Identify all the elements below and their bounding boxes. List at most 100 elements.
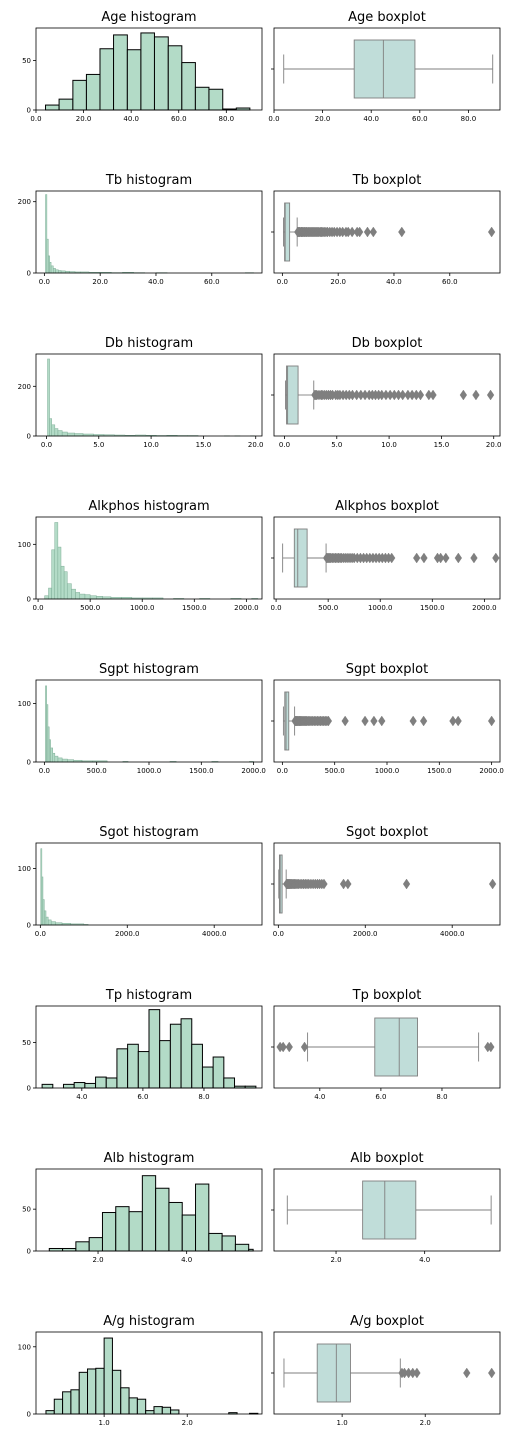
histogram-bar	[51, 549, 55, 600]
x-tick-label: 0.0	[268, 115, 279, 123]
histogram-bar	[87, 1368, 97, 1415]
histogram-bar	[208, 1232, 223, 1252]
x-tick-label: 1000.0	[368, 604, 393, 612]
histogram-bar	[61, 431, 68, 437]
histogram-bar	[54, 755, 59, 763]
histogram-bar	[195, 1183, 210, 1252]
panel-title: Alb boxplot	[350, 1151, 423, 1166]
iqr-box	[316, 1343, 351, 1403]
panel-title: A/g boxplot	[350, 1314, 424, 1329]
histogram-panel: Tb histogram 0 200 0.0 20.0 40.0 60.0	[18, 173, 263, 286]
axes-frame	[273, 842, 501, 926]
histogram-bar	[159, 1040, 171, 1089]
x-tick-label: 0.0	[39, 278, 50, 286]
outlier-point	[363, 226, 372, 238]
histogram-bar	[153, 36, 169, 111]
outlier-point	[488, 878, 497, 890]
panel-title: Db boxplot	[352, 336, 423, 351]
x-tick-label: 8.0	[436, 1093, 447, 1101]
boxplot-panel: Alb boxplot 2.0 4.0	[271, 1151, 501, 1264]
outlier-point	[470, 552, 478, 564]
histogram-bar	[99, 48, 115, 111]
histogram-bar	[47, 358, 50, 437]
x-tick-label: 500.0	[80, 604, 100, 612]
histogram-bar	[60, 565, 65, 600]
histogram-panel: Db histogram 0 200 0.0 5.0 10.0 15.0 20.0	[18, 336, 264, 449]
y-tick-label: 100	[18, 865, 31, 873]
histogram-bar	[62, 1391, 72, 1415]
outlier-point	[300, 1041, 309, 1053]
histogram-bar	[70, 1389, 80, 1415]
outlier-point	[472, 389, 480, 401]
axes-frame	[273, 1331, 501, 1415]
outlier-point	[429, 389, 437, 401]
axes-frame	[35, 353, 263, 437]
x-tick-label: 4.0	[76, 1093, 87, 1101]
x-tick-label: 2000.0	[241, 767, 266, 775]
x-tick-label: 0.0	[273, 930, 284, 938]
histogram-bar	[212, 1056, 225, 1089]
x-tick-label: 1500.0	[182, 604, 207, 612]
panel-title: Age histogram	[101, 10, 196, 25]
iqr-box	[284, 202, 291, 262]
histogram-bar	[50, 747, 53, 763]
histogram-bar	[128, 1397, 138, 1415]
histogram-bar	[50, 265, 54, 274]
x-tick-label: 1500.0	[189, 767, 214, 775]
x-tick-label: 15.0	[196, 441, 212, 449]
outlier-point	[285, 1041, 293, 1053]
histogram-bar	[113, 34, 128, 111]
histogram-bar	[223, 1077, 236, 1089]
x-tick-label: 40.0	[123, 115, 139, 123]
histogram-bar	[141, 1175, 157, 1252]
histogram-bar	[41, 1083, 54, 1089]
iqr-box	[278, 854, 283, 914]
histogram-bar	[48, 587, 52, 600]
boxplot-panel: Db boxplot 0.0 5.0 10.0 15.0 20.0	[271, 336, 502, 449]
histogram-bar	[116, 1048, 129, 1089]
axes-frame	[35, 1005, 263, 1089]
outlier-point	[279, 1041, 287, 1053]
panel-title: Sgpt histogram	[99, 662, 199, 677]
axes-frame	[35, 190, 263, 274]
axes-frame	[35, 516, 263, 600]
x-tick-label: 10.0	[143, 441, 159, 449]
histogram-bar	[66, 583, 72, 600]
x-tick-label: 15.0	[434, 441, 450, 449]
panel-title: Tp histogram	[105, 988, 192, 1003]
x-tick-label: 4000.0	[440, 930, 465, 938]
outlier-point	[324, 715, 333, 727]
x-tick-label: 0.0	[39, 767, 50, 775]
histogram-bar	[120, 1387, 130, 1415]
histogram-bar	[44, 595, 49, 600]
histogram-bar	[63, 571, 68, 600]
histogram-bar	[128, 1211, 143, 1252]
x-tick-label: 60.0	[412, 115, 428, 123]
y-tick-label: 0	[27, 1411, 31, 1419]
x-tick-label: 8.0	[198, 1093, 209, 1101]
histogram-bar	[85, 73, 101, 111]
panel-title: A/g histogram	[103, 1314, 195, 1329]
panel-title: Alkphos histogram	[88, 499, 209, 514]
x-tick-label: 4.0	[419, 1256, 430, 1264]
x-tick-label: 20.0	[92, 278, 108, 286]
axes-frame	[273, 1168, 501, 1252]
x-tick-label: 0.0	[41, 441, 52, 449]
outlier-point	[341, 715, 349, 727]
y-tick-label: 0	[27, 107, 31, 115]
histogram-bar	[115, 1206, 130, 1252]
outlier-point	[487, 1041, 495, 1053]
x-tick-label: 0.0	[35, 930, 46, 938]
outlier-point	[454, 715, 462, 727]
histogram-bar	[170, 1409, 180, 1415]
axes-frame	[273, 1005, 501, 1089]
histogram-bar	[155, 1187, 170, 1252]
x-tick-label: 5.0	[331, 441, 342, 449]
histogram-bar	[75, 592, 81, 600]
y-tick-label: 50	[22, 1039, 31, 1047]
outlier-point	[449, 715, 457, 727]
outlier-point	[344, 878, 352, 890]
x-tick-label: 2.0	[92, 1256, 103, 1264]
outlier-point	[370, 715, 378, 727]
y-tick-label: 0	[27, 1248, 31, 1256]
